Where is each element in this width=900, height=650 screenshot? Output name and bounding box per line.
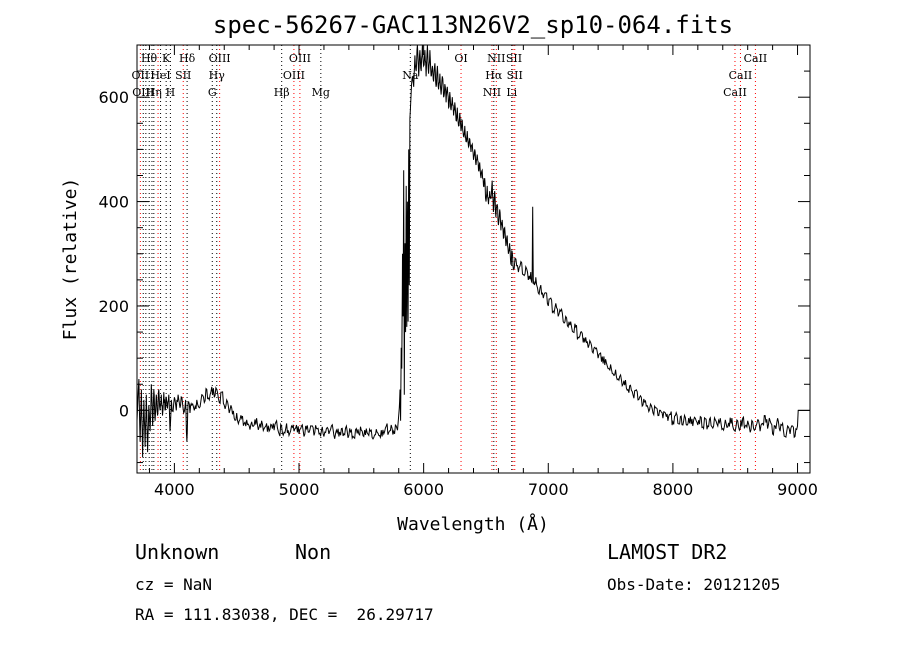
spectral-line-label: Hθ bbox=[141, 52, 158, 65]
spectral-line-label: OIII bbox=[132, 86, 154, 99]
redshift-label: cz = NaN bbox=[135, 575, 213, 594]
spectral-line-label: CaII bbox=[723, 86, 747, 99]
spectral-line-label: NII bbox=[483, 86, 501, 99]
spectral-line-label: NII bbox=[487, 52, 505, 65]
spectral-line-label: OI bbox=[454, 52, 467, 65]
spectral-line-label: Li bbox=[506, 86, 517, 99]
x-tick-label: 7000 bbox=[528, 480, 569, 499]
spectrum-line bbox=[136, 44, 810, 458]
spectral-line-label: Hβ bbox=[274, 86, 290, 99]
survey-label: LAMOST DR2 bbox=[607, 540, 728, 564]
x-tick-label: 4000 bbox=[154, 480, 195, 499]
spectral-line-label: Hδ bbox=[179, 52, 196, 65]
spectral-line-label: CaII bbox=[744, 52, 768, 65]
spectral-line-label: OII bbox=[132, 69, 150, 82]
spectral-line-label: SII bbox=[507, 69, 523, 82]
y-tick-label: 200 bbox=[98, 297, 129, 316]
spectral-line-label: Hη bbox=[146, 86, 162, 99]
y-tick-label: 0 bbox=[119, 401, 129, 420]
x-tick-label: 8000 bbox=[653, 480, 694, 499]
spectral-line-label: G bbox=[208, 86, 217, 99]
spectral-line-label: OIII bbox=[289, 52, 311, 65]
spectral-line-label: Hγ bbox=[209, 69, 226, 82]
spectral-line-label: K bbox=[162, 52, 171, 65]
spectral-line-label: SII bbox=[506, 52, 522, 65]
spectral-line-label: SII bbox=[175, 69, 191, 82]
class-label: Unknown bbox=[135, 540, 220, 564]
spectral-line-label: OIII bbox=[283, 69, 305, 82]
spectral-line-label: Mg bbox=[312, 86, 330, 99]
y-axis-label: Flux (relative) bbox=[60, 178, 81, 341]
x-tick-label: 5000 bbox=[279, 480, 320, 499]
chart-title: spec-56267-GAC113N26V2_sp10-064.fits bbox=[213, 11, 733, 39]
subclass-label: Non bbox=[295, 540, 332, 564]
y-tick-label: 600 bbox=[98, 88, 129, 107]
x-tick-label: 6000 bbox=[403, 480, 444, 499]
coordinates-label: RA = 111.83038, DEC = 26.29717 bbox=[135, 605, 434, 624]
obs-date-label: Obs-Date: 20121205 bbox=[607, 575, 781, 594]
plot-frame bbox=[136, 44, 811, 474]
x-tick-label: 9000 bbox=[777, 480, 818, 499]
spectral-line-label: HeI bbox=[150, 69, 170, 82]
spectral-line-label: H bbox=[166, 86, 176, 99]
spectral-line-label: CaII bbox=[729, 69, 753, 82]
spectral-line-label: OIII bbox=[209, 52, 231, 65]
x-axis-label: Wavelength (Å) bbox=[397, 513, 549, 535]
y-tick-label: 400 bbox=[98, 193, 129, 212]
spectral-line-label: Hα bbox=[485, 69, 503, 82]
